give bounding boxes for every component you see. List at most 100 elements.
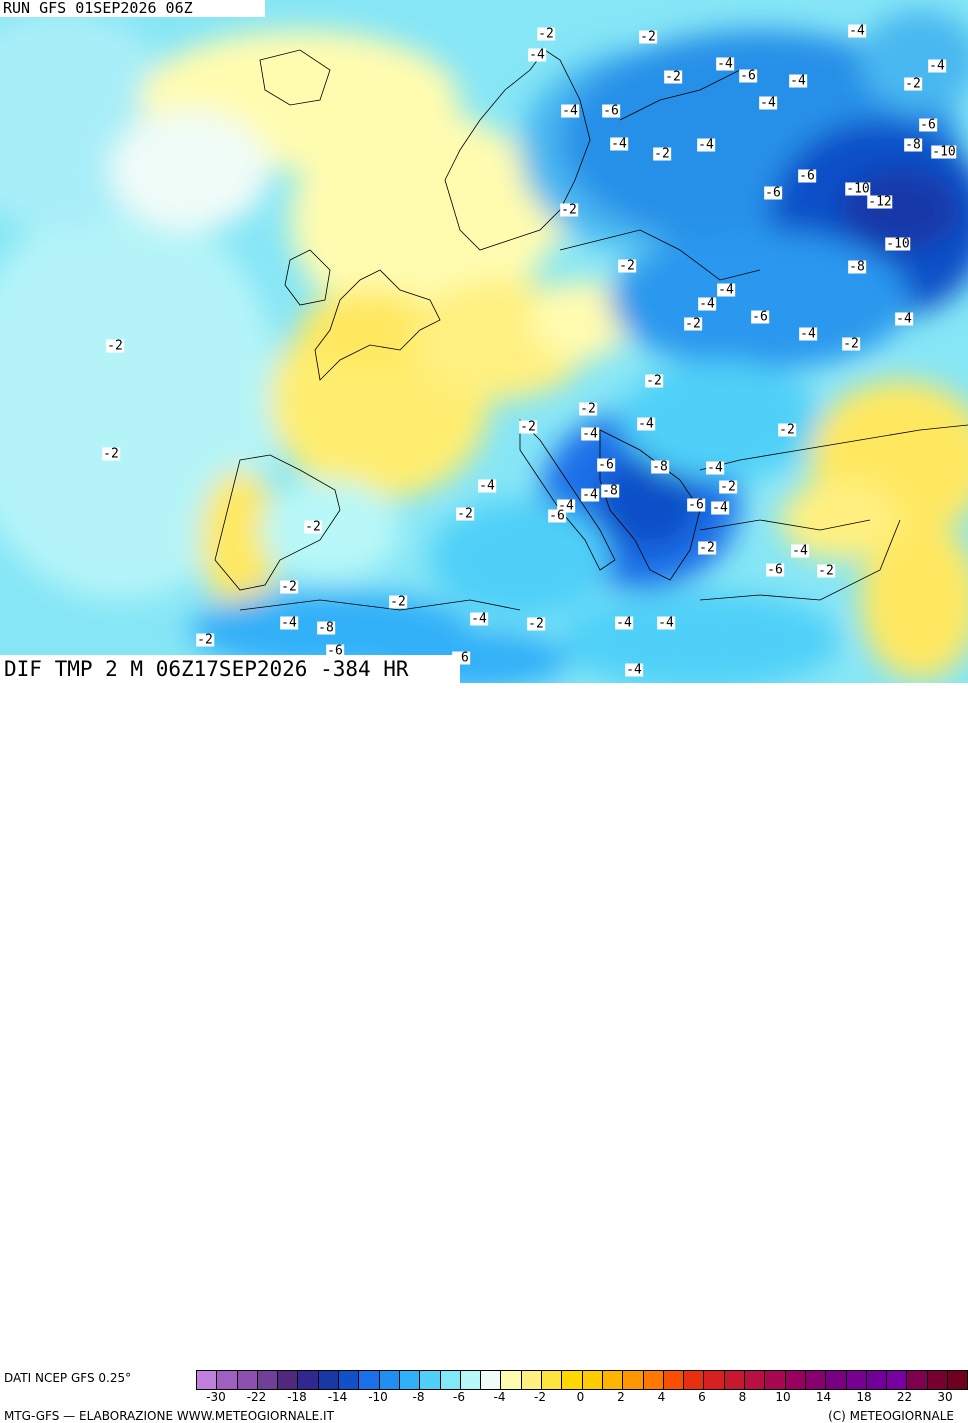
color-scale-tick-label: 0 [576, 1390, 585, 1404]
map-value-label: -2 [456, 506, 474, 522]
color-scale-swatch [927, 1371, 948, 1389]
color-scale-swatch [562, 1371, 583, 1389]
color-scale-tick-label: -8 [412, 1390, 425, 1404]
map-value-label: -8 [317, 620, 335, 636]
color-scale-swatch [521, 1371, 543, 1389]
color-scale-swatch [399, 1371, 421, 1389]
color-scale-tick-label: -14 [327, 1390, 348, 1404]
map-value-label: -6 [687, 497, 705, 513]
map-value-label: -2 [527, 616, 545, 632]
color-scale-swatch [257, 1371, 279, 1389]
color-scale-tick-label: 22 [896, 1390, 913, 1404]
color-scale-tick-label: 2 [617, 1390, 625, 1404]
color-scale-tick-label: 30 [937, 1390, 953, 1404]
map-value-label: -6 [798, 168, 816, 184]
map-value-label: -8 [601, 483, 619, 499]
color-scale-swatch [907, 1371, 928, 1389]
map-value-label: -2 [280, 579, 298, 595]
map-value-label: -4 [799, 326, 817, 342]
data-source: DATI NCEP GFS 0.25° [4, 1371, 132, 1385]
color-scale-swatch [805, 1371, 827, 1389]
color-scale-ticks: -30 -22 -18 -14 -10 -8 -6 -4 -2 0 2 4 6 8 10 14 18 22 30 [196, 1390, 966, 1406]
map-value-label: -2 [653, 146, 671, 162]
color-scale-tick-label: 6 [698, 1390, 706, 1404]
map-value-label: -6 [751, 309, 769, 325]
map-value-label: -2 [196, 632, 214, 648]
color-scale-tick-label: -2 [534, 1390, 546, 1404]
map-value-label: -4 [711, 500, 729, 516]
map-value-label: -2 [579, 401, 597, 417]
map-value-label: -2 [106, 338, 124, 354]
color-scale-swatch [501, 1371, 522, 1389]
map-value-label: -2 [519, 419, 537, 435]
map-value-label: -4 [717, 282, 735, 298]
map-value-label: -2 [645, 373, 663, 389]
map-value-label: -4 [698, 296, 716, 312]
map-value-label: -8 [651, 459, 669, 475]
map-value-label: -10 [845, 181, 871, 197]
map-value-label: -4 [848, 23, 866, 39]
map-value-label: -12 [867, 194, 893, 210]
color-scale-tick-label: -10 [368, 1390, 388, 1404]
map-value-label: -2 [719, 479, 737, 495]
color-scale-swatch [623, 1371, 644, 1389]
map-value-label: -2 [684, 316, 702, 332]
map-value-label: -6 [919, 117, 937, 133]
map-value-label: -4 [706, 460, 724, 476]
color-scale-swatch [887, 1371, 908, 1389]
map-value-label: -4 [280, 615, 298, 631]
color-scale-swatch [318, 1371, 340, 1389]
credit-text: MTG-GFS — ELABORAZIONE WWW.METEOGIORNALE… [4, 1409, 334, 1423]
map-title: DIF TMP 2 M 06Z17SEP2026 -384 HR [0, 655, 460, 683]
map-value-label: -4 [791, 543, 809, 559]
map-value-label: -4 [610, 136, 628, 152]
map-value-label: -6 [739, 68, 757, 84]
map-value-label: -4 [625, 662, 643, 678]
map-value-label: -6 [597, 457, 615, 473]
map-value-label: -8 [848, 259, 866, 275]
color-scale-swatch [724, 1371, 746, 1389]
map-value-label: -4 [470, 611, 488, 627]
color-scale-tick-label: 18 [856, 1390, 872, 1404]
color-scale-swatch [643, 1371, 664, 1389]
map-value-label: -4 [581, 487, 599, 503]
color-scale-bar [196, 1370, 968, 1390]
color-scale-swatch [866, 1371, 888, 1389]
map-value-label: -2 [817, 563, 835, 579]
map-value-label: -4 [657, 615, 675, 631]
map-value-label: -6 [326, 643, 344, 659]
map-value-label: -10 [931, 144, 957, 160]
color-scale-tick-label: -4 [493, 1390, 506, 1404]
color-scale-swatch [339, 1371, 360, 1389]
map-value-label: -4 [561, 103, 579, 119]
color-scale-swatch [542, 1371, 563, 1389]
map-value-label: -4 [697, 137, 715, 153]
color-scale-swatch [460, 1371, 482, 1389]
map-value-label: -4 [895, 311, 913, 327]
map-value-label: -8 [904, 137, 922, 153]
copyright-text: (C) METEOGIORNALE [828, 1409, 954, 1423]
color-scale-swatch [237, 1371, 258, 1389]
map-value-label: -4 [759, 95, 777, 111]
map-value-label: -2 [904, 76, 922, 92]
color-scale-swatch [298, 1371, 319, 1389]
map-value-label: -6 [548, 508, 566, 524]
color-scale-tick-label: 8 [738, 1390, 747, 1404]
color-scale-tick-label: -18 [287, 1390, 307, 1404]
map-value-label: -10 [885, 236, 911, 252]
color-scale-swatch [663, 1371, 685, 1389]
color-scale-swatch [684, 1371, 705, 1389]
color-legend: DATI NCEP GFS 0.25° -30 -22 -18 -14 -10 -8 -6-… [0, 683, 968, 1423]
map-value-label: -2 [537, 26, 555, 42]
color-scale-swatch [217, 1371, 238, 1389]
color-scale-swatch [826, 1371, 847, 1389]
map-value-label: -6 [764, 185, 782, 201]
color-scale-swatch [602, 1371, 624, 1389]
map-value-label: -4 [789, 73, 807, 89]
map-value-label: -4 [557, 498, 575, 514]
map-value-label: -4 [928, 58, 946, 74]
color-scale-swatch [197, 1371, 218, 1389]
map-value-label: -2 [560, 202, 578, 218]
color-scale-swatch [582, 1371, 603, 1389]
map-value-label: -2 [639, 29, 657, 45]
